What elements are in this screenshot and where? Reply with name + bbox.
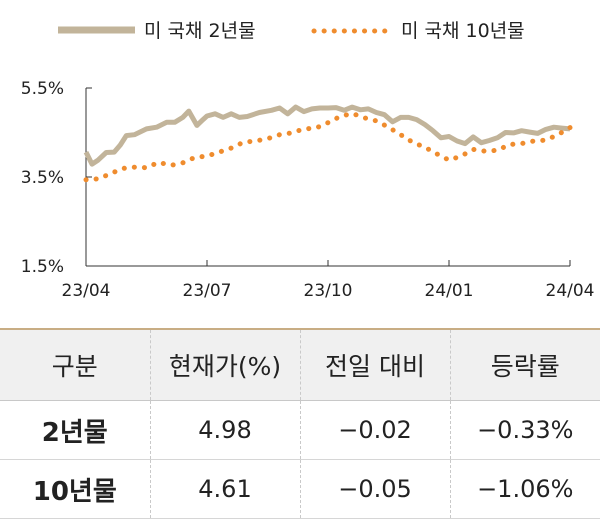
legend-label-2y: 미 국채 2년물 (144, 20, 256, 42)
legend-label-10y: 미 국채 10년물 (401, 20, 525, 42)
x-tick-label: 23/07 (183, 281, 232, 301)
header-change: 전일 대비 (300, 328, 451, 401)
row-label: 2년물 (0, 400, 151, 460)
cell-rate: −1.06% (450, 459, 600, 519)
x-tick-label: 24/01 (425, 281, 474, 301)
series-group (83, 104, 573, 183)
x-ticks: 23/04 23/07 23/10 24/01 24/04 (62, 260, 595, 301)
table-row: 2년물 4.98 −0.02 −0.33% (0, 400, 600, 460)
series-line-10y (83, 110, 573, 183)
yield-table: 구분 현재가(%) 전일 대비 등락률 2년물 4.98 −0.02 −0.33… (0, 328, 600, 519)
y-tick-label: 5.5% (21, 79, 64, 99)
yield-table-wrap: 구분 현재가(%) 전일 대비 등락률 2년물 4.98 −0.02 −0.33… (0, 328, 600, 519)
x-tick-label: 23/10 (304, 281, 353, 301)
header-category: 구분 (0, 328, 151, 401)
x-tick-label: 24/04 (546, 281, 595, 301)
y-tick-label: 3.5% (21, 168, 64, 188)
axes (85, 88, 570, 267)
table-header-row: 구분 현재가(%) 전일 대비 등락률 (0, 328, 600, 401)
cell-change: −0.02 (300, 400, 451, 460)
cell-current: 4.98 (150, 400, 301, 460)
row-label: 10년물 (0, 459, 151, 519)
header-rate: 등락률 (450, 328, 600, 401)
table-row: 10년물 4.61 −0.05 −1.06% (0, 459, 600, 519)
y-tick-label: 1.5% (21, 257, 64, 277)
cell-rate: −0.33% (450, 400, 600, 460)
cell-change: −0.05 (300, 459, 451, 519)
yield-chart: 미 국채 2년물 미 국채 10년물 5.5%3.5%1.5% 23/04 23/… (21, 20, 595, 301)
legend: 미 국채 2년물 미 국채 10년물 (58, 20, 525, 42)
y-ticks: 5.5% 3.5% 1.5% (21, 79, 92, 277)
cell-current: 4.61 (150, 459, 301, 519)
series-line-2y (83, 104, 571, 167)
header-current: 현재가(%) (150, 328, 301, 401)
x-tick-label: 23/04 (62, 281, 111, 301)
